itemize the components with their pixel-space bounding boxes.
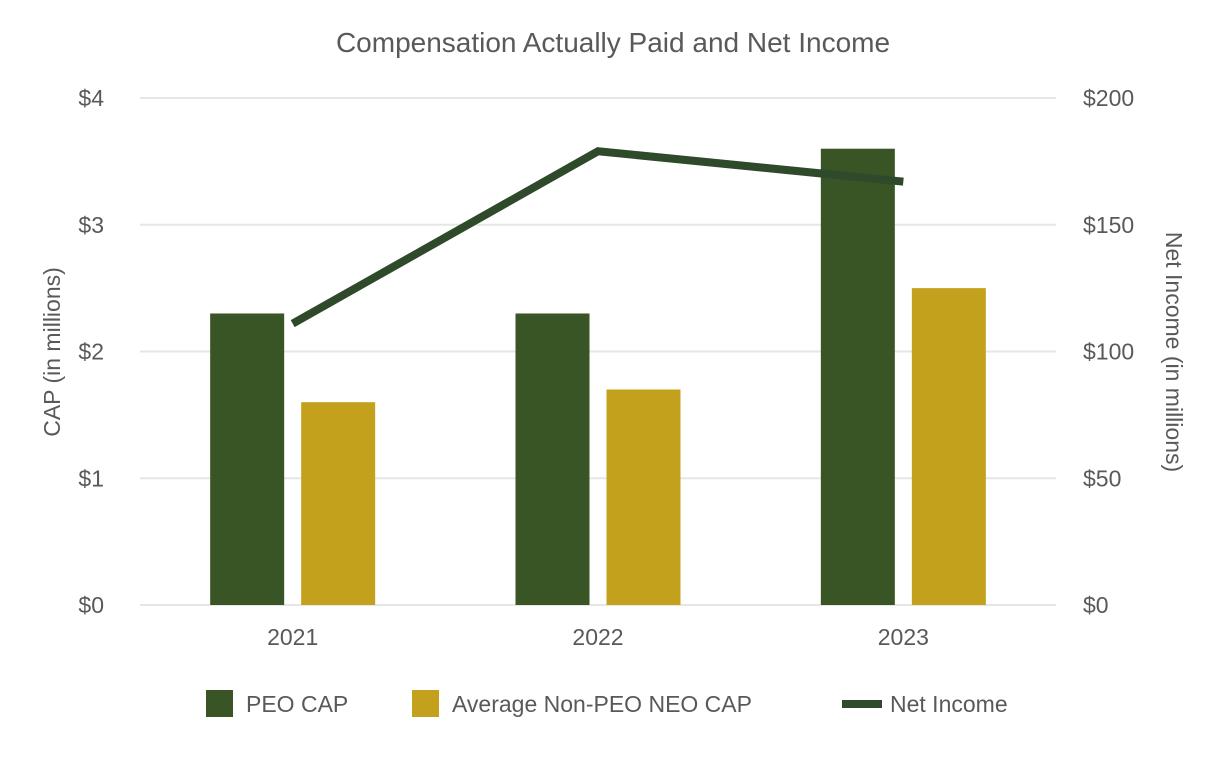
legend: PEO CAP Average Non-PEO NEO CAP Net Income <box>206 690 1008 717</box>
x-tick-label: 2021 <box>267 624 318 650</box>
right-tick-label: $200 <box>1083 85 1134 111</box>
x-axis-ticks: 2021 2022 2023 <box>267 624 929 650</box>
legend-label: Average Non-PEO NEO CAP <box>452 691 752 717</box>
average-non-peo-neo-cap-bar <box>911 288 986 605</box>
peo-cap-bar <box>515 313 590 605</box>
peo-cap-bar <box>820 148 895 605</box>
left-tick-label: $1 <box>78 465 104 491</box>
gridlines <box>140 97 1056 606</box>
net-income-line <box>290 147 904 328</box>
legend-swatch <box>412 690 439 717</box>
left-tick-label: $3 <box>78 212 104 238</box>
right-tick-label: $0 <box>1083 592 1109 618</box>
average-non-peo-neo-cap-bar <box>606 389 681 605</box>
x-tick-label: 2022 <box>572 624 623 650</box>
bars <box>210 148 986 605</box>
left-axis-title: CAP (in millions) <box>39 267 65 437</box>
peo-cap-bar <box>210 313 285 605</box>
x-tick-label: 2023 <box>878 624 929 650</box>
legend-label: PEO CAP <box>246 691 348 717</box>
legend-swatch <box>206 690 233 717</box>
left-tick-label: $0 <box>78 592 104 618</box>
left-axis-ticks: $0 $1 $2 $3 $4 <box>78 85 104 618</box>
net-income-line-group <box>290 147 904 328</box>
chart-title: Compensation Actually Paid and Net Incom… <box>336 27 890 58</box>
left-tick-label: $4 <box>78 85 104 111</box>
left-tick-label: $2 <box>78 339 104 365</box>
right-tick-label: $50 <box>1083 465 1121 491</box>
right-axis-title: Net Income (in millions) <box>1161 232 1187 472</box>
right-tick-label: $100 <box>1083 339 1134 365</box>
right-tick-label: $150 <box>1083 212 1134 238</box>
average-non-peo-neo-cap-bar <box>301 402 376 605</box>
legend-label: Net Income <box>890 691 1008 717</box>
right-axis-ticks: $0 $50 $100 $150 $200 <box>1083 85 1134 618</box>
